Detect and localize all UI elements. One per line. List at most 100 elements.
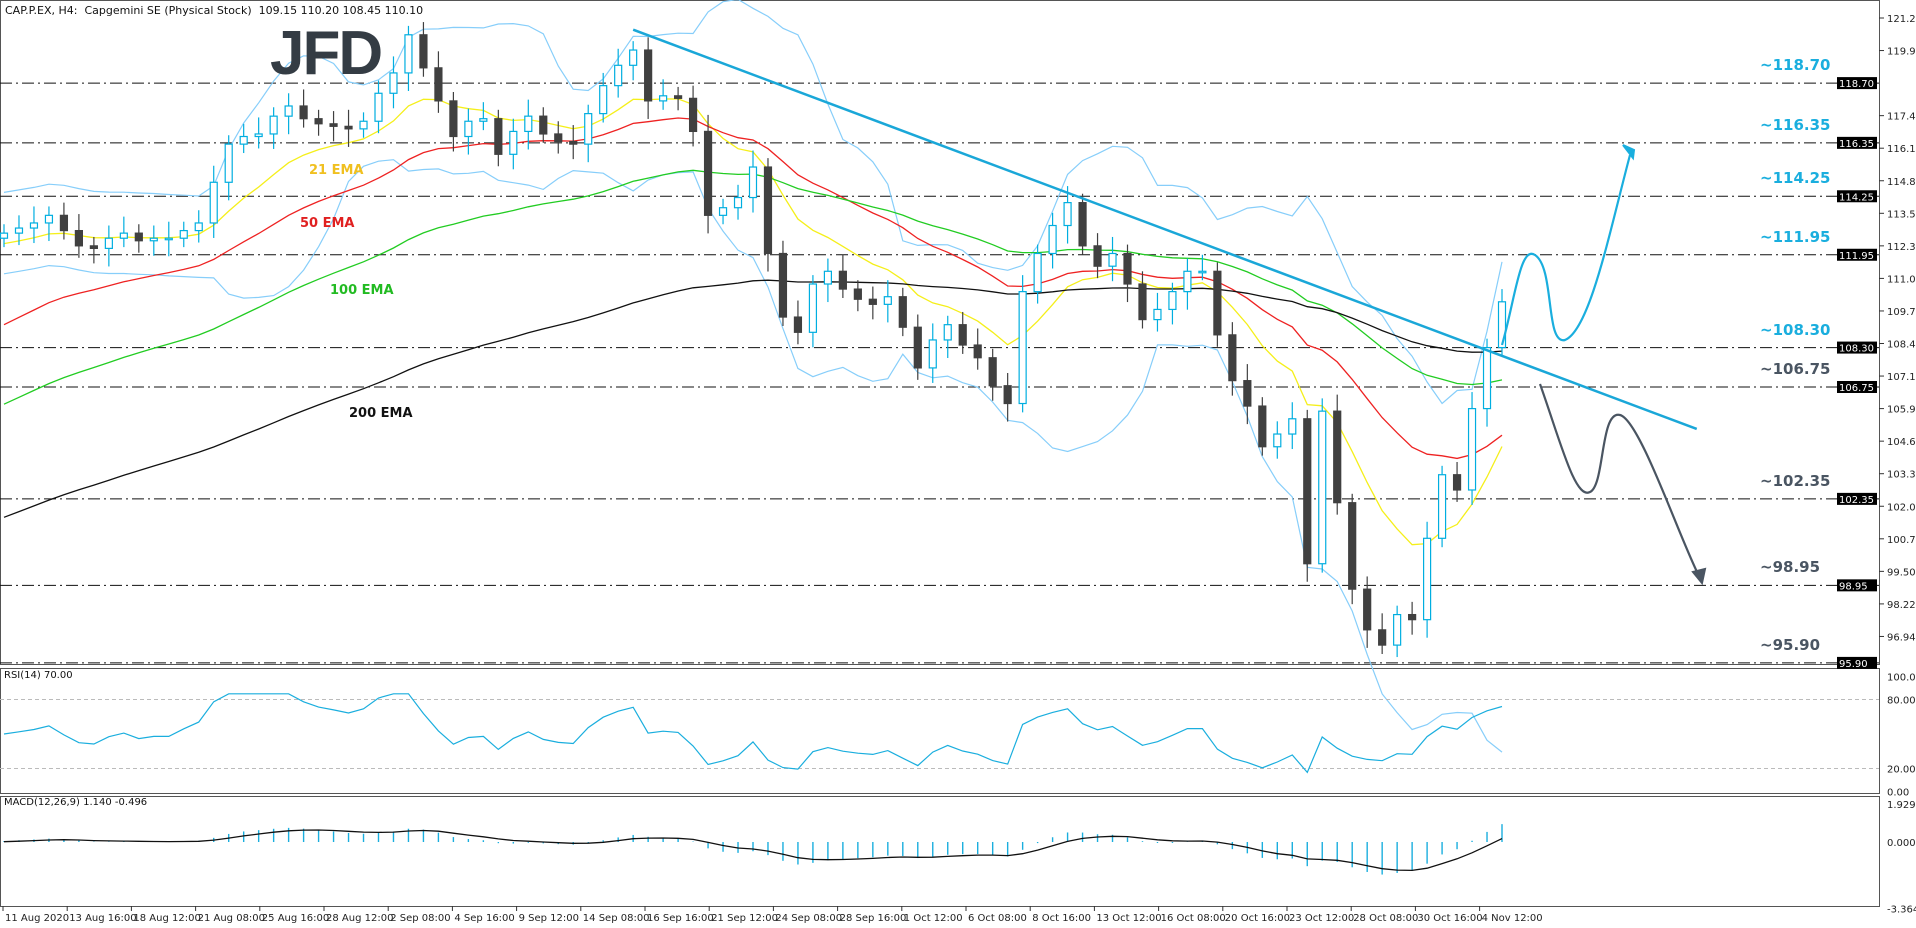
candle-up [44, 214, 54, 224]
price-tick-label: 114.86 [1887, 177, 1916, 188]
time-tick-label: 20 Oct 16:00 [1225, 913, 1290, 924]
candle-up [119, 232, 128, 239]
rsi-tick-label: 100.00 [1887, 673, 1916, 684]
level-label: ~98.95 [1760, 558, 1821, 577]
level-price-badge-text: 106.75 [1839, 383, 1874, 394]
candle-down [1333, 410, 1342, 504]
candle-down [1243, 380, 1252, 407]
time-tick-label: 30 Oct 16:00 [1417, 913, 1482, 924]
ema21-label: 21 EMA [309, 163, 364, 178]
candle-up [479, 118, 488, 122]
level-price-badge [1837, 136, 1877, 149]
candle-down [299, 105, 308, 120]
candle-up [509, 130, 518, 155]
time-tick-label: 23 Oct 12:00 [1289, 913, 1354, 924]
level-price-badge [1837, 579, 1877, 592]
level-price-badge-text: 111.95 [1839, 251, 1874, 262]
time-tick-label: 16 Sep 16:00 [647, 913, 714, 924]
candle-down [1452, 474, 1462, 491]
ema100-label: 100 EMA [330, 283, 394, 298]
time-tick-label: 28 Aug 12:00 [326, 913, 393, 924]
level-label: ~111.95 [1760, 227, 1831, 246]
price-tick-label: 107.18 [1887, 372, 1916, 383]
time-tick-label: 14 Sep 08:00 [583, 913, 650, 924]
candle-down [703, 130, 713, 216]
candle-up [1183, 270, 1192, 293]
candle-down [853, 288, 862, 300]
time-tick-label: 28 Sep 16:00 [840, 913, 907, 924]
rsi-tick-label: 0.00 [1887, 788, 1909, 799]
time-tick-label: 13 Aug 16:00 [69, 913, 136, 924]
candle-down [74, 229, 84, 247]
candle-up [1273, 433, 1282, 448]
candle-up [1393, 613, 1402, 646]
candle-down [134, 232, 143, 242]
candle-up [0, 232, 9, 239]
level-price-badge-text: 114.25 [1839, 192, 1874, 203]
candle-down [913, 326, 922, 369]
candle-up [179, 229, 188, 239]
candle-down [59, 214, 69, 232]
time-tick-label: 13 Oct 12:00 [1096, 913, 1161, 924]
main-panel-frame [0, 0, 1880, 665]
time-tick-label: 1 Oct 12:00 [904, 913, 963, 924]
candle-down [1078, 202, 1087, 247]
time-tick-label: 4 Sep 16:00 [454, 913, 514, 924]
candle-up [823, 270, 833, 285]
level-label: ~114.25 [1760, 169, 1831, 188]
candle-up [928, 339, 937, 369]
candle-down [868, 298, 877, 305]
level-price-badge-text: 95.90 [1839, 659, 1868, 670]
level-price-badge [1837, 656, 1877, 669]
price-tick-label: 100.78 [1887, 535, 1916, 546]
price-tick-label: 116.14 [1887, 144, 1916, 155]
price-tick-label: 111.02 [1887, 274, 1916, 285]
candle-down [434, 67, 443, 102]
candle-up [224, 143, 233, 183]
candle-up [1437, 474, 1447, 539]
candle-down [898, 296, 907, 328]
candle-down [314, 118, 323, 125]
price-tick-label: 102.06 [1887, 502, 1916, 513]
level-price-badge [1837, 248, 1877, 261]
time-tick-label: 8 Oct 16:00 [1032, 913, 1091, 924]
candle-down [763, 166, 773, 255]
candle-down [778, 252, 788, 318]
candle-up [404, 34, 413, 74]
candle-down [973, 344, 982, 359]
candle-down [673, 95, 683, 99]
candle-up [29, 222, 39, 229]
candle-up [374, 92, 383, 122]
candle-down [1378, 629, 1387, 646]
time-tick-label: 21 Sep 12:00 [711, 913, 778, 924]
candle-up [104, 237, 113, 249]
candle-down [838, 270, 847, 290]
time-tick-label: 6 Oct 08:00 [968, 913, 1027, 924]
candle-up [883, 296, 892, 305]
macd-label: MACD(12,26,9) 1.140 -0.496 [4, 797, 148, 808]
candle-up [389, 72, 398, 94]
rsi-line [3, 693, 1503, 774]
macd-tick-label: 1.929 [1887, 800, 1916, 811]
candle-down [1348, 502, 1357, 590]
time-tick-label: 25 Aug 16:00 [262, 913, 329, 924]
candle-down [554, 133, 563, 143]
price-tick-label: 112.30 [1887, 242, 1916, 253]
macd-tick-label: 0.000 [1887, 838, 1916, 849]
candle-up [1048, 224, 1057, 255]
price-tick-label: 109.74 [1887, 307, 1916, 318]
macd-signal-line [3, 829, 1503, 872]
price-tick-label: 99.50 [1887, 567, 1916, 578]
candle-up [1288, 418, 1297, 435]
candle-up [1198, 270, 1207, 274]
ema50-label: 50 EMA [300, 216, 355, 231]
candle-down [1258, 405, 1267, 448]
candle-up [1422, 537, 1432, 621]
candle-up [614, 64, 623, 87]
bollinger-lower-band [3, 159, 1503, 753]
candle-up [209, 181, 218, 224]
candle-up [1063, 202, 1072, 227]
chart-title: CAP.P.EX, H4: Capgemini SE (Physical Sto… [5, 4, 424, 17]
candle-up [164, 237, 173, 241]
